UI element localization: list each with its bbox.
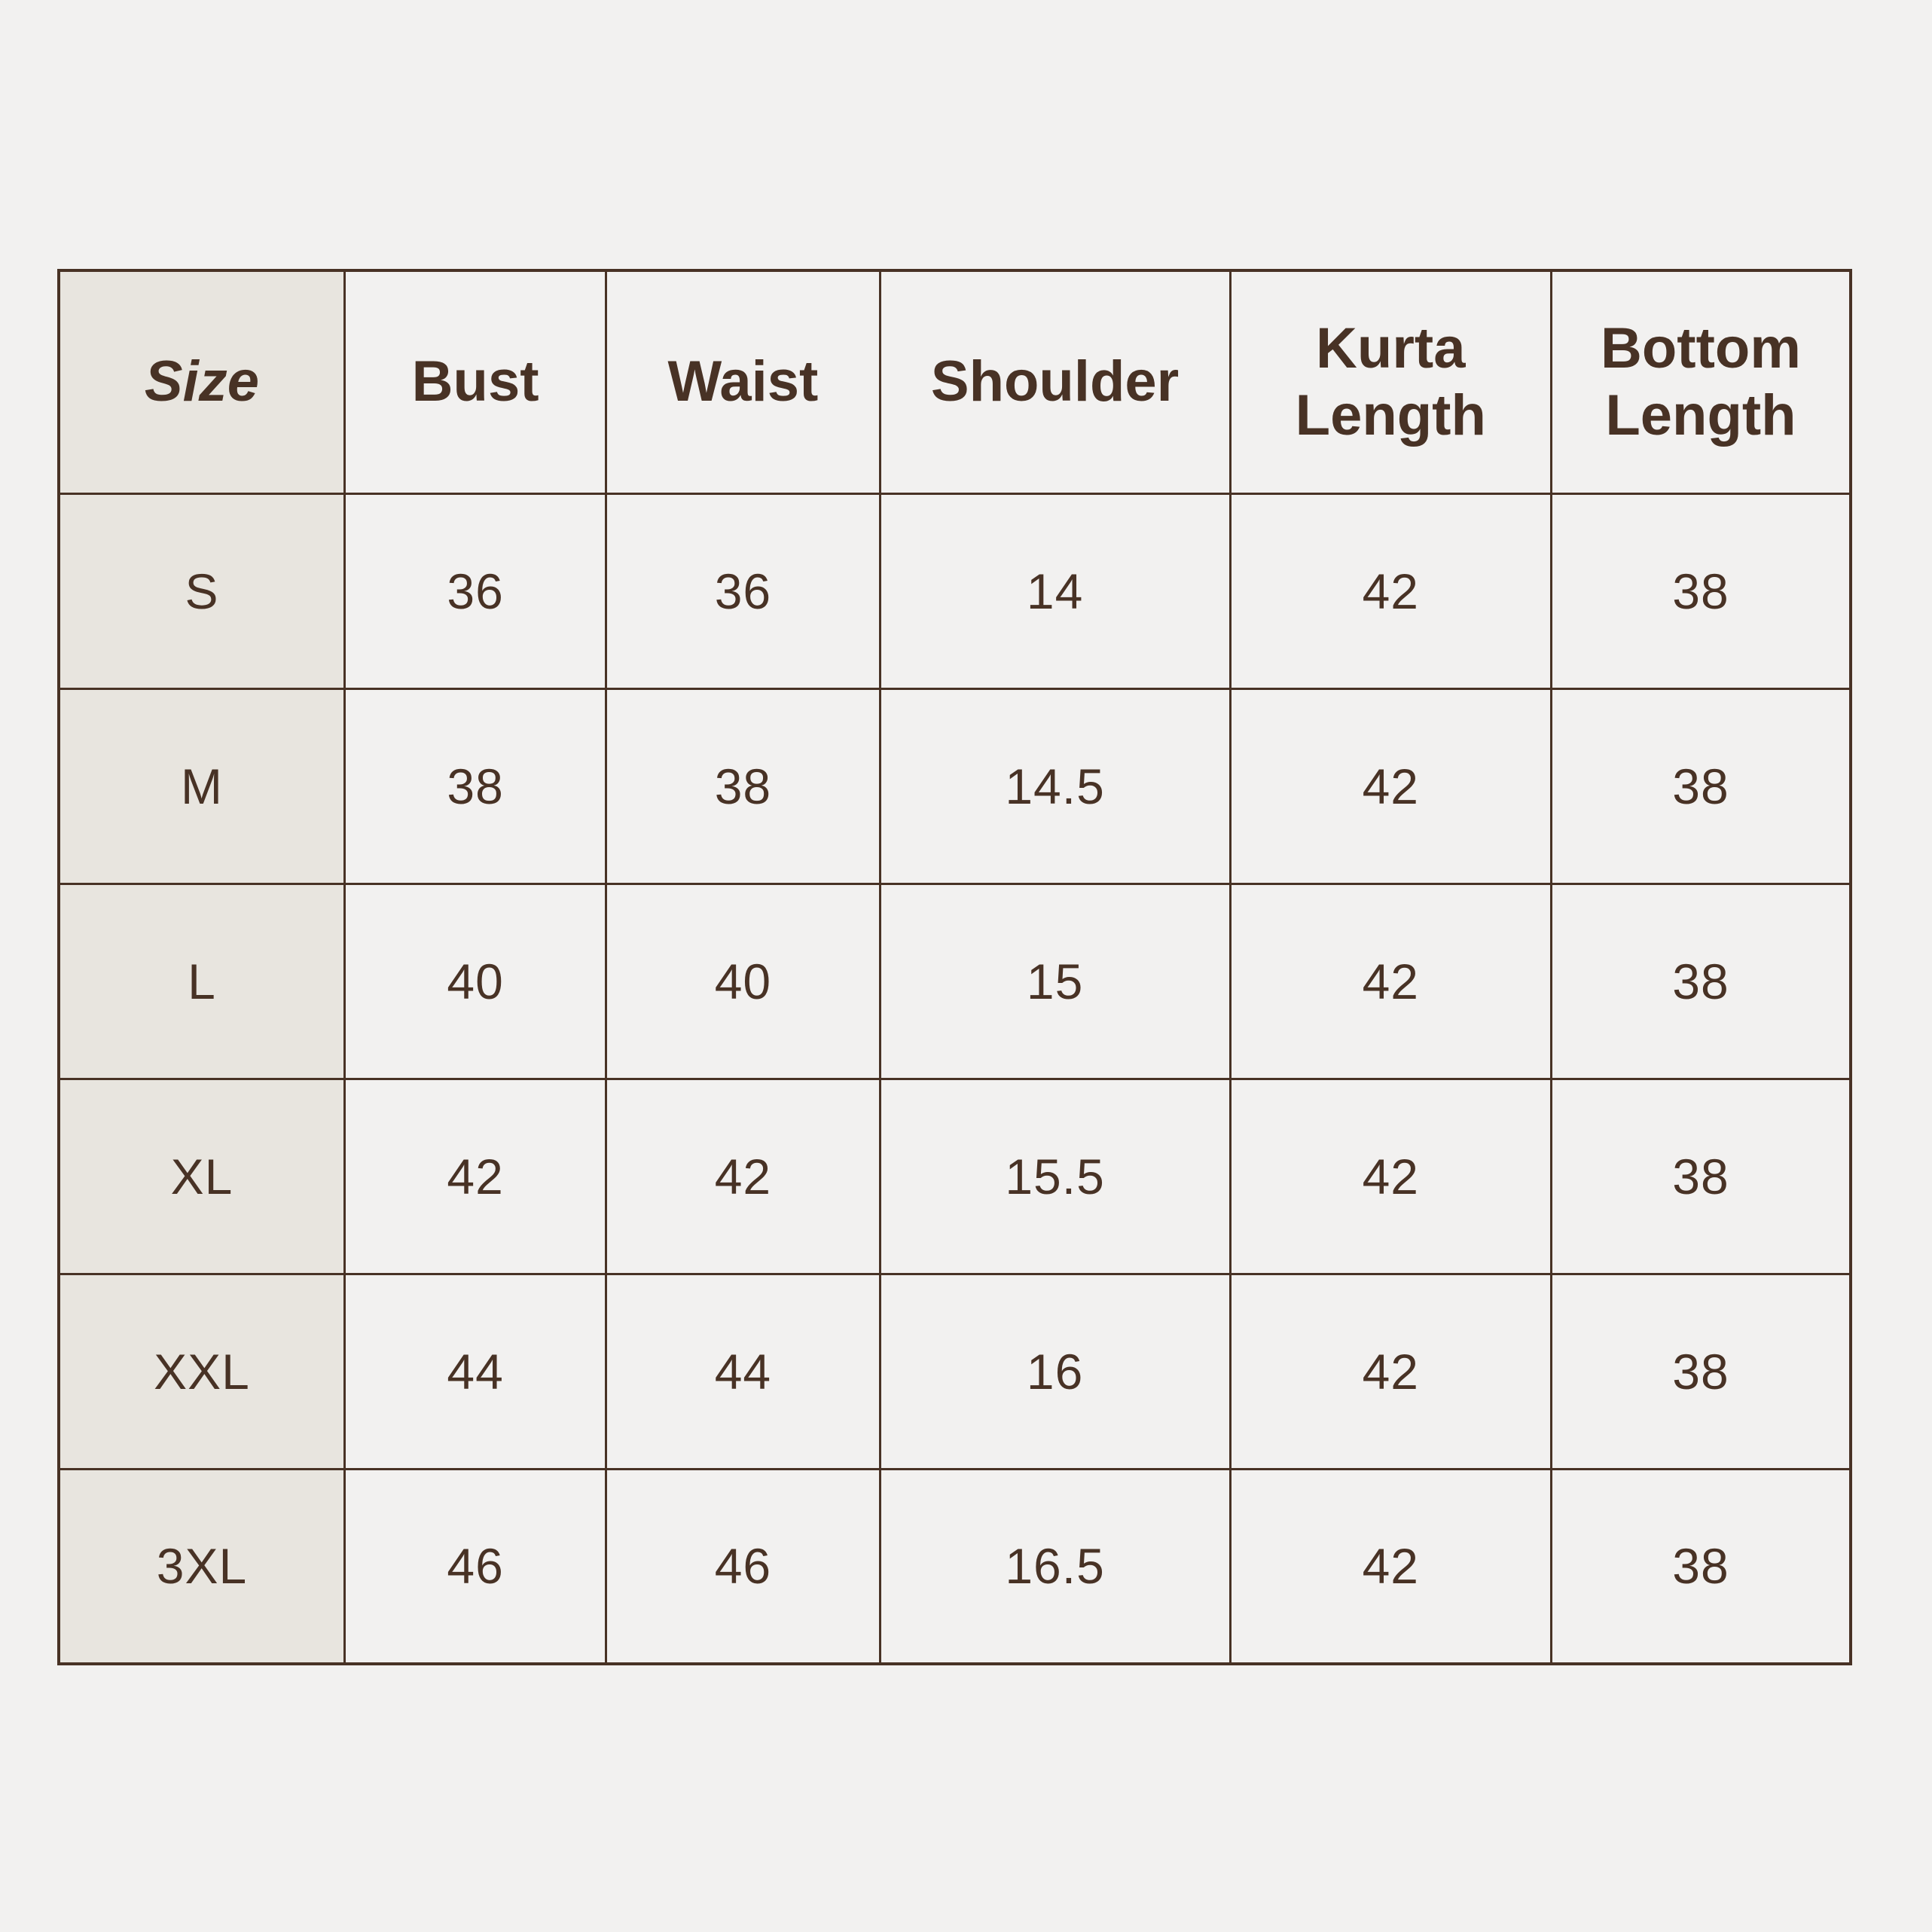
- bottom-length-cell: 38: [1549, 1272, 1852, 1470]
- shoulder-cell: 15.5: [878, 1077, 1232, 1275]
- bust-cell: 42: [343, 1077, 608, 1275]
- header-cell-shoulder: Shoulder: [878, 269, 1232, 495]
- header-cell-bottom-length: Bottom Length: [1549, 269, 1852, 495]
- table-row-m: M 38 38 14.5 42 38: [57, 687, 1852, 885]
- header-cell-waist: Waist: [605, 269, 881, 495]
- kurta-length-cell: 42: [1228, 1272, 1552, 1470]
- size-chart-table: Size Bust Waist Shoulder Kurta Length Bo…: [57, 269, 1852, 1665]
- waist-cell: 38: [605, 687, 881, 885]
- bottom-length-cell: 38: [1549, 1467, 1852, 1665]
- shoulder-cell: 15: [878, 882, 1232, 1080]
- size-cell: M: [57, 687, 346, 885]
- waist-cell: 46: [605, 1467, 881, 1665]
- bottom-length-cell: 38: [1549, 687, 1852, 885]
- bust-cell: 40: [343, 882, 608, 1080]
- waist-cell: 42: [605, 1077, 881, 1275]
- header-row: Size Bust Waist Shoulder Kurta Length Bo…: [57, 269, 1852, 495]
- bust-cell: 36: [343, 492, 608, 690]
- size-cell: XL: [57, 1077, 346, 1275]
- header-cell-size: Size: [57, 269, 346, 495]
- table-row-xxl: XXL 44 44 16 42 38: [57, 1272, 1852, 1470]
- kurta-length-cell: 42: [1228, 1077, 1552, 1275]
- bottom-length-cell: 38: [1549, 882, 1852, 1080]
- table-row-l: L 40 40 15 42 38: [57, 882, 1852, 1080]
- size-cell: XXL: [57, 1272, 346, 1470]
- shoulder-cell: 16.5: [878, 1467, 1232, 1665]
- size-cell: L: [57, 882, 346, 1080]
- kurta-length-cell: 42: [1228, 1467, 1552, 1665]
- bottom-length-cell: 38: [1549, 492, 1852, 690]
- table-row-xl: XL 42 42 15.5 42 38: [57, 1077, 1852, 1275]
- header-cell-bust: Bust: [343, 269, 608, 495]
- waist-cell: 44: [605, 1272, 881, 1470]
- bust-cell: 44: [343, 1272, 608, 1470]
- waist-cell: 40: [605, 882, 881, 1080]
- kurta-length-cell: 42: [1228, 882, 1552, 1080]
- table-row-3xl: 3XL 46 46 16.5 42 38: [57, 1467, 1852, 1665]
- size-cell: 3XL: [57, 1467, 346, 1665]
- bust-cell: 46: [343, 1467, 608, 1665]
- shoulder-cell: 16: [878, 1272, 1232, 1470]
- shoulder-cell: 14.5: [878, 687, 1232, 885]
- size-cell: S: [57, 492, 346, 690]
- table-row-s: S 36 36 14 42 38: [57, 492, 1852, 690]
- kurta-length-cell: 42: [1228, 687, 1552, 885]
- header-cell-kurta-length: Kurta Length: [1228, 269, 1552, 495]
- shoulder-cell: 14: [878, 492, 1232, 690]
- bottom-length-cell: 38: [1549, 1077, 1852, 1275]
- waist-cell: 36: [605, 492, 881, 690]
- kurta-length-cell: 42: [1228, 492, 1552, 690]
- bust-cell: 38: [343, 687, 608, 885]
